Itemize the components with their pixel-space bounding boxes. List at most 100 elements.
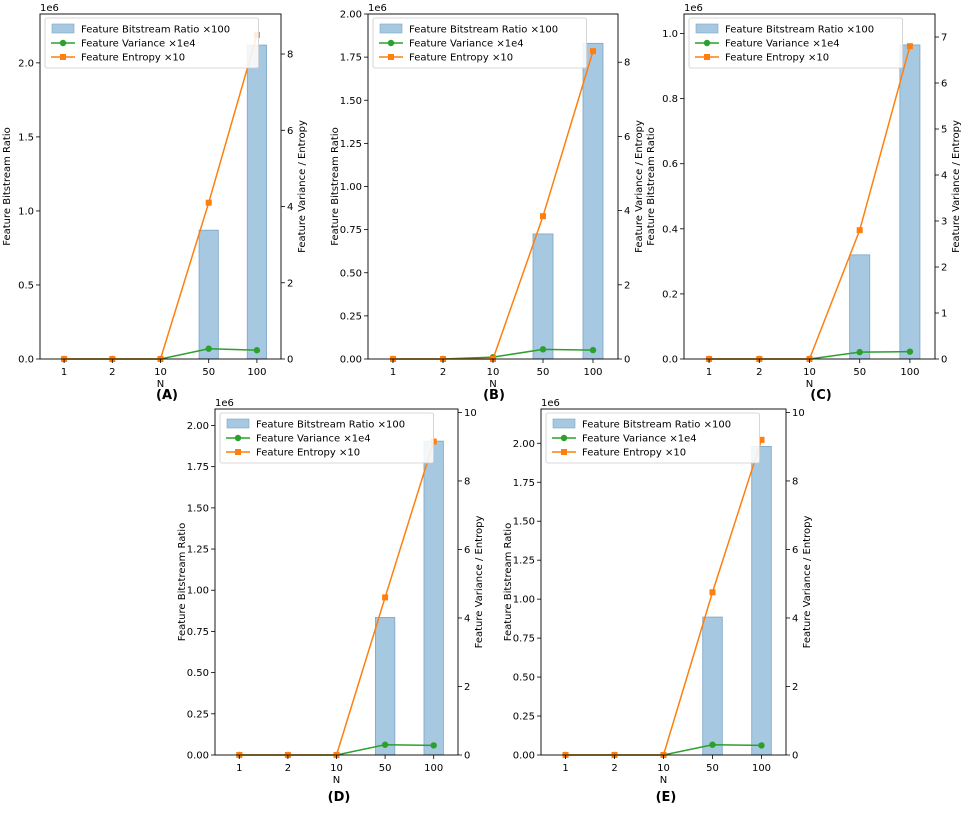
legend-label: Feature Variance ×1e4 [256, 434, 371, 445]
bar [532, 233, 554, 360]
legend: Feature Bitstream Ratio ×100 Feature Vari… [688, 17, 904, 69]
y-multiplier: 1e6 [684, 3, 703, 14]
series-line [239, 441, 435, 756]
data-point [758, 436, 765, 443]
y2-tick-label: 8 [792, 476, 798, 487]
x-tick-label: 100 [583, 367, 602, 378]
y2-tick-label: 0 [792, 751, 798, 762]
y-tick-label: 1.25 [340, 139, 362, 150]
y2-tick-label: 8 [464, 476, 470, 487]
legend-box [44, 17, 260, 69]
y2-tick-label: 2 [941, 263, 947, 274]
chart-panel-1: 0.0 0.5 1.0 1.5 2.0 0 2 4 6 8 1 2 10 50 100 1e6 N Feature… [2, 3, 308, 403]
data-point [590, 48, 596, 55]
y2-tick-label: 4 [287, 202, 293, 213]
y2-tick-label: 6 [792, 545, 798, 556]
y2-tick-label: 7 [941, 33, 947, 44]
y2-tick-label: 4 [941, 171, 947, 182]
legend-label: Feature Bitstream Ratio ×100 [725, 25, 874, 36]
legend-box [219, 412, 435, 464]
y-tick-label: 1.00 [513, 595, 535, 606]
panel-label: (A) [156, 388, 178, 403]
y-tick-label: 1.25 [187, 545, 209, 556]
y-tick-label: 1.50 [513, 517, 535, 528]
bar [899, 44, 921, 360]
legend-label: Feature Bitstream Ratio ×100 [256, 420, 405, 431]
y-multiplier: 1e6 [541, 398, 560, 409]
x-axis-label: N [157, 379, 164, 390]
legend-label: Feature Entropy ×10 [409, 53, 513, 64]
y2-tick-label: 2 [792, 682, 798, 693]
y-tick-label: 0.00 [187, 751, 209, 762]
data-point [205, 345, 212, 352]
x-axis-label: N [489, 379, 496, 390]
y2-tick-label: 2 [624, 280, 630, 291]
legend-marker [560, 434, 568, 442]
y-tick-label: 2.0 [18, 58, 34, 69]
legend-marker [703, 39, 711, 47]
legend-marker [60, 54, 66, 60]
bar [374, 617, 396, 756]
y-tick-label: 0.4 [662, 224, 678, 235]
y2-tick-label: 6 [941, 79, 947, 90]
legend-label: Feature Entropy ×10 [582, 448, 686, 459]
data-point [589, 346, 597, 354]
y2-tick-label: 3 [941, 217, 947, 228]
x-tick-label: 1 [390, 367, 396, 378]
bar [702, 616, 723, 756]
panel-label: (D) [328, 790, 351, 805]
y-tick-label: 1.75 [513, 478, 535, 489]
legend-marker [561, 449, 567, 455]
x-tick-label: 1 [236, 763, 242, 774]
chart-panel-3: 0.0 0.2 0.4 0.6 0.8 1.0 0 1 2 3 4 5 6 7 1 2 10 50 100 1e6 N F… [646, 3, 962, 403]
x-tick-label: 2 [440, 367, 446, 378]
y-tick-label: 2.00 [513, 439, 535, 450]
y-tick-label: 1.25 [513, 556, 535, 567]
x-tick-label: 100 [752, 763, 771, 774]
data-point [539, 346, 547, 353]
y2-tick-label: 0 [624, 355, 630, 366]
y2-tick-label: 6 [287, 126, 293, 137]
y-tick-label: 1.0 [18, 206, 34, 217]
y2-tick-label: 4 [464, 613, 470, 624]
data-point [856, 227, 863, 234]
panel-label: (C) [810, 388, 831, 403]
legend-box [372, 17, 588, 69]
legend-box [688, 17, 904, 69]
y2-axis-label: Feature Variance / Entropy [634, 120, 645, 253]
x-axis-label: N [806, 379, 813, 390]
y2-tick-label: 5 [941, 125, 947, 136]
y2-tick-label: 8 [287, 50, 293, 61]
y-tick-label: 0.0 [18, 355, 34, 366]
y-tick-label: 1.0 [662, 29, 678, 40]
y-tick-label: 0.00 [340, 355, 362, 366]
y-tick-label: 0.50 [513, 673, 535, 684]
legend: Feature Bitstream Ratio ×100 Feature Vari… [44, 17, 260, 69]
y-tick-label: 0.75 [513, 634, 535, 645]
y-tick-label: 0.0 [662, 355, 678, 366]
y2-tick-label: 8 [624, 58, 630, 69]
y2-tick-label: 10 [464, 408, 477, 419]
y-tick-label: 0.50 [340, 268, 362, 279]
x-tick-label: 50 [537, 367, 550, 378]
bar [198, 229, 219, 360]
x-tick-label: 50 [853, 367, 866, 378]
y2-tick-label: 4 [624, 206, 630, 217]
y-tick-label: 0.75 [340, 225, 362, 236]
y-tick-label: 1.50 [340, 96, 362, 107]
data-point [856, 348, 863, 356]
x-tick-label: 10 [803, 367, 816, 378]
y2-tick-label: 1 [941, 309, 947, 320]
data-point [381, 741, 389, 748]
legend-label: Feature Bitstream Ratio ×100 [582, 420, 731, 431]
y2-axis-label: Feature Variance / Entropy [951, 120, 962, 253]
y-tick-label: 1.75 [340, 53, 362, 64]
x-tick-label: 50 [706, 763, 719, 774]
legend-swatch [226, 418, 250, 429]
legend: Feature Bitstream Ratio ×100 Feature Vari… [545, 412, 761, 464]
data-point [382, 594, 389, 601]
legend-swatch [379, 23, 403, 34]
y-tick-label: 0.25 [340, 311, 362, 322]
legend: Feature Bitstream Ratio ×100 Feature Vari… [219, 412, 435, 464]
